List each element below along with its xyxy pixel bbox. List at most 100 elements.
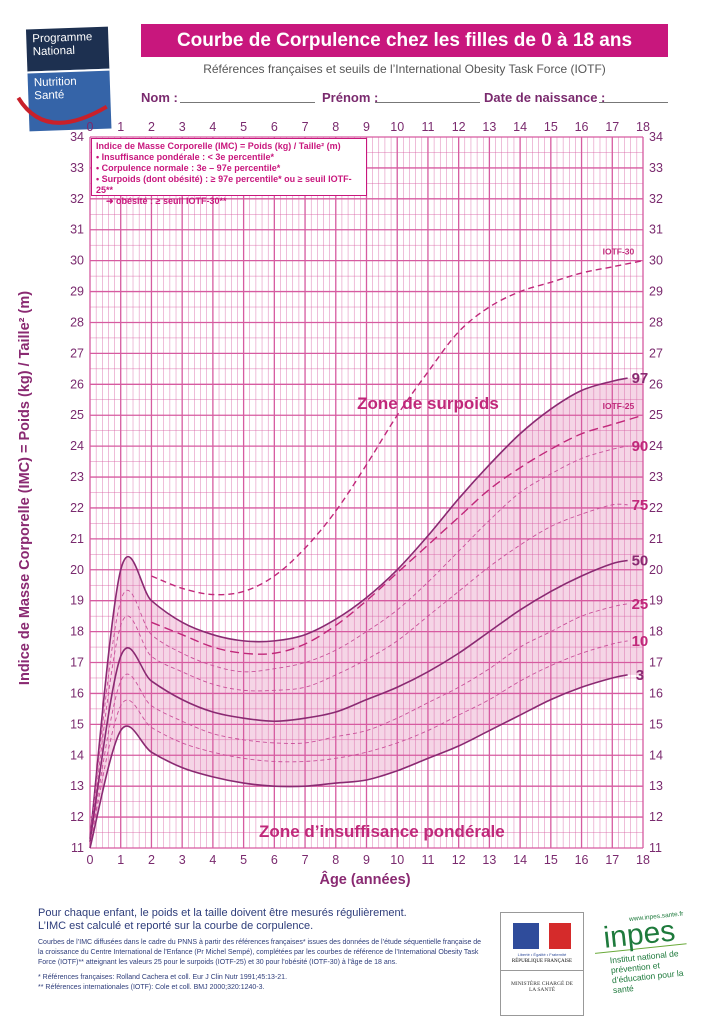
y-tick-label-right: 28 xyxy=(649,315,663,329)
x-tick-label-top: 6 xyxy=(271,120,278,134)
series-label: 25 xyxy=(632,596,649,613)
curve-10 xyxy=(89,640,628,846)
legend-line: • Insuffisance pondérale : < 3e percenti… xyxy=(96,152,274,162)
x-tick-label-top: 4 xyxy=(209,120,216,134)
page-title: Courbe de Corpulence chez les filles de … xyxy=(141,24,668,57)
series-label: 90 xyxy=(632,438,649,455)
x-tick-label-top: 8 xyxy=(332,120,339,134)
x-tick-label-top: 12 xyxy=(452,120,466,134)
x-tick-label-bottom: 3 xyxy=(179,853,186,867)
y-tick-label-right: 25 xyxy=(649,408,663,422)
x-tick-label-top: 1 xyxy=(117,120,124,134)
curve-50 xyxy=(89,559,628,842)
motto: Liberté • Égalité • Fraternité xyxy=(517,952,567,957)
y-tick-label-left: 13 xyxy=(70,779,84,793)
y-tick-label-right: 27 xyxy=(649,346,663,360)
y-tick-label-right: 23 xyxy=(649,470,663,484)
inpes-logo: www.inpes.sante.fr inpes Institut nation… xyxy=(592,910,693,1009)
x-tick-label-bottom: 4 xyxy=(209,853,216,867)
marianne-flag-icon xyxy=(501,923,583,949)
y-tick-label-right: 34 xyxy=(649,130,663,144)
y-tick-label-left: 25 xyxy=(70,408,84,422)
y-tick-label-right: 13 xyxy=(649,779,663,793)
y-tick-label-right: 33 xyxy=(649,161,663,175)
x-tick-label-top: 17 xyxy=(605,120,619,134)
name-field[interactable] xyxy=(180,102,315,103)
y-tick-label-left: 12 xyxy=(70,810,84,824)
x-tick-label-bottom: 1 xyxy=(117,853,124,867)
x-tick-label-bottom: 6 xyxy=(271,853,278,867)
x-tick-label-bottom: 11 xyxy=(421,853,434,867)
x-tick-label-bottom: 16 xyxy=(575,853,589,867)
y-tick-label-right: 11 xyxy=(649,841,662,855)
series-label: 50 xyxy=(632,553,649,570)
curve-97 xyxy=(89,377,628,839)
y-tick-label-right: 16 xyxy=(649,686,663,700)
zone-insuffisance-label: Zone d’insuffisance pondérale xyxy=(259,822,505,841)
y-tick-label-right: 32 xyxy=(649,192,663,206)
y-tick-label-left: 22 xyxy=(70,501,84,515)
x-tick-label-bottom: 0 xyxy=(87,853,94,867)
bmi-chart: 0011223344556677889910101111121213131414… xyxy=(70,120,663,867)
series-label: 3 xyxy=(636,667,644,684)
y-tick-label-right: 20 xyxy=(649,563,663,577)
y-tick-label-left: 20 xyxy=(70,563,84,577)
y-tick-label-left: 15 xyxy=(70,717,84,731)
reference: ** Références internationales (IOTF): Co… xyxy=(38,984,265,991)
swoosh-icon xyxy=(16,96,108,125)
footer-text: Pour chaque enfant, le poids et la taill… xyxy=(38,907,407,919)
birthdate-label: Date de naissance : xyxy=(484,90,606,105)
footer-text: L’IMC est calculé et reporté sur la cour… xyxy=(38,920,314,932)
x-tick-label-bottom: 12 xyxy=(452,853,466,867)
y-tick-label-left: 21 xyxy=(70,532,84,546)
curve-75 xyxy=(89,503,628,842)
y-tick-label-right: 18 xyxy=(649,625,663,639)
series-label: 75 xyxy=(632,497,649,514)
y-tick-label-left: 14 xyxy=(70,748,84,762)
republic-name: RÉPUBLIQUE FRANÇAISE xyxy=(511,959,573,964)
y-tick-label-left: 19 xyxy=(70,594,84,608)
y-tick-label-left: 17 xyxy=(70,656,84,670)
curve-iotf-30 xyxy=(151,259,644,596)
x-tick-label-bottom: 9 xyxy=(363,853,370,867)
x-tick-label-bottom: 15 xyxy=(544,853,558,867)
legend-line: • Surpoids (dont obésité) : ≥ 97e percen… xyxy=(96,174,352,195)
x-tick-label-top: 9 xyxy=(363,120,370,134)
x-tick-label-top: 3 xyxy=(179,120,186,134)
x-tick-label-bottom: 18 xyxy=(636,853,650,867)
legend-line: Indice de Masse Corporelle (IMC) = Poids… xyxy=(96,141,341,151)
chart-legend-box: Indice de Masse Corporelle (IMC) = Poids… xyxy=(91,138,367,206)
y-tick-label-left: 29 xyxy=(70,285,84,299)
x-tick-label-bottom: 13 xyxy=(482,853,496,867)
x-tick-label-top: 0 xyxy=(87,120,94,134)
x-tick-label-bottom: 17 xyxy=(605,853,619,867)
firstname-field[interactable] xyxy=(375,102,480,103)
y-tick-label-right: 26 xyxy=(649,377,663,391)
x-tick-label-top: 15 xyxy=(544,120,558,134)
series-label: IOTF-30 xyxy=(603,247,635,257)
y-tick-label-left: 11 xyxy=(71,841,84,855)
y-axis-label: Indice de Masse Corporelle (IMC) = Poids… xyxy=(17,290,33,686)
y-tick-label-right: 21 xyxy=(649,532,663,546)
ministry-name: MINISTÈRE CHARGÉ DE LA SANTÉ xyxy=(501,970,583,993)
y-tick-label-right: 14 xyxy=(649,748,663,762)
x-tick-label-bottom: 8 xyxy=(332,853,339,867)
inpes-description: Institut national de prévention et d’édu… xyxy=(609,948,684,996)
x-tick-label-top: 18 xyxy=(636,120,650,134)
firstname-label: Prénom : xyxy=(322,90,379,105)
legend-line: ➜ obésité : ≥ seuil IOTF-30** xyxy=(106,196,227,206)
y-tick-label-right: 31 xyxy=(649,223,663,237)
x-tick-label-bottom: 14 xyxy=(513,853,527,867)
y-tick-label-right: 22 xyxy=(649,501,663,515)
x-axis-label: Âge (années) xyxy=(319,872,411,888)
y-tick-label-left: 18 xyxy=(70,625,84,639)
y-tick-label-right: 30 xyxy=(649,254,663,268)
y-tick-label-left: 30 xyxy=(70,254,84,268)
x-tick-label-top: 5 xyxy=(240,120,247,134)
x-tick-label-bottom: 7 xyxy=(302,853,309,867)
y-tick-label-left: 28 xyxy=(70,315,84,329)
republique-francaise-logo: Liberté • Égalité • Fraternité RÉPUBLIQU… xyxy=(500,912,584,1016)
zone-surpoids-label: Zone de surpoids xyxy=(357,394,499,413)
birthdate-field[interactable] xyxy=(599,102,668,103)
